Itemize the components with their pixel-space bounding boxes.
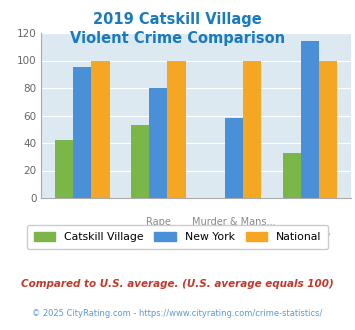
Text: Robbery: Robbery: [290, 231, 330, 241]
Text: All Violent Crime: All Violent Crime: [42, 231, 123, 241]
Text: Violent Crime Comparison: Violent Crime Comparison: [70, 31, 285, 46]
Bar: [149, 88, 167, 198]
Text: © 2025 CityRating.com - https://www.cityrating.com/crime-statistics/: © 2025 CityRating.com - https://www.city…: [32, 309, 323, 317]
Bar: [73, 67, 91, 198]
Text: 2019 Catskill Village: 2019 Catskill Village: [93, 12, 262, 26]
Bar: [131, 125, 149, 198]
Legend: Catskill Village, New York, National: Catskill Village, New York, National: [27, 225, 328, 249]
Text: Rape: Rape: [146, 217, 171, 227]
Bar: [319, 60, 337, 198]
Bar: [167, 60, 186, 198]
Bar: [301, 41, 319, 198]
Text: Aggravated Assault: Aggravated Assault: [110, 231, 206, 241]
Text: Murder & Mans...: Murder & Mans...: [192, 217, 276, 227]
Bar: [283, 152, 301, 198]
Bar: [55, 140, 73, 198]
Bar: [91, 60, 110, 198]
Text: Compared to U.S. average. (U.S. average equals 100): Compared to U.S. average. (U.S. average …: [21, 279, 334, 289]
Bar: [243, 60, 261, 198]
Bar: [225, 118, 243, 198]
